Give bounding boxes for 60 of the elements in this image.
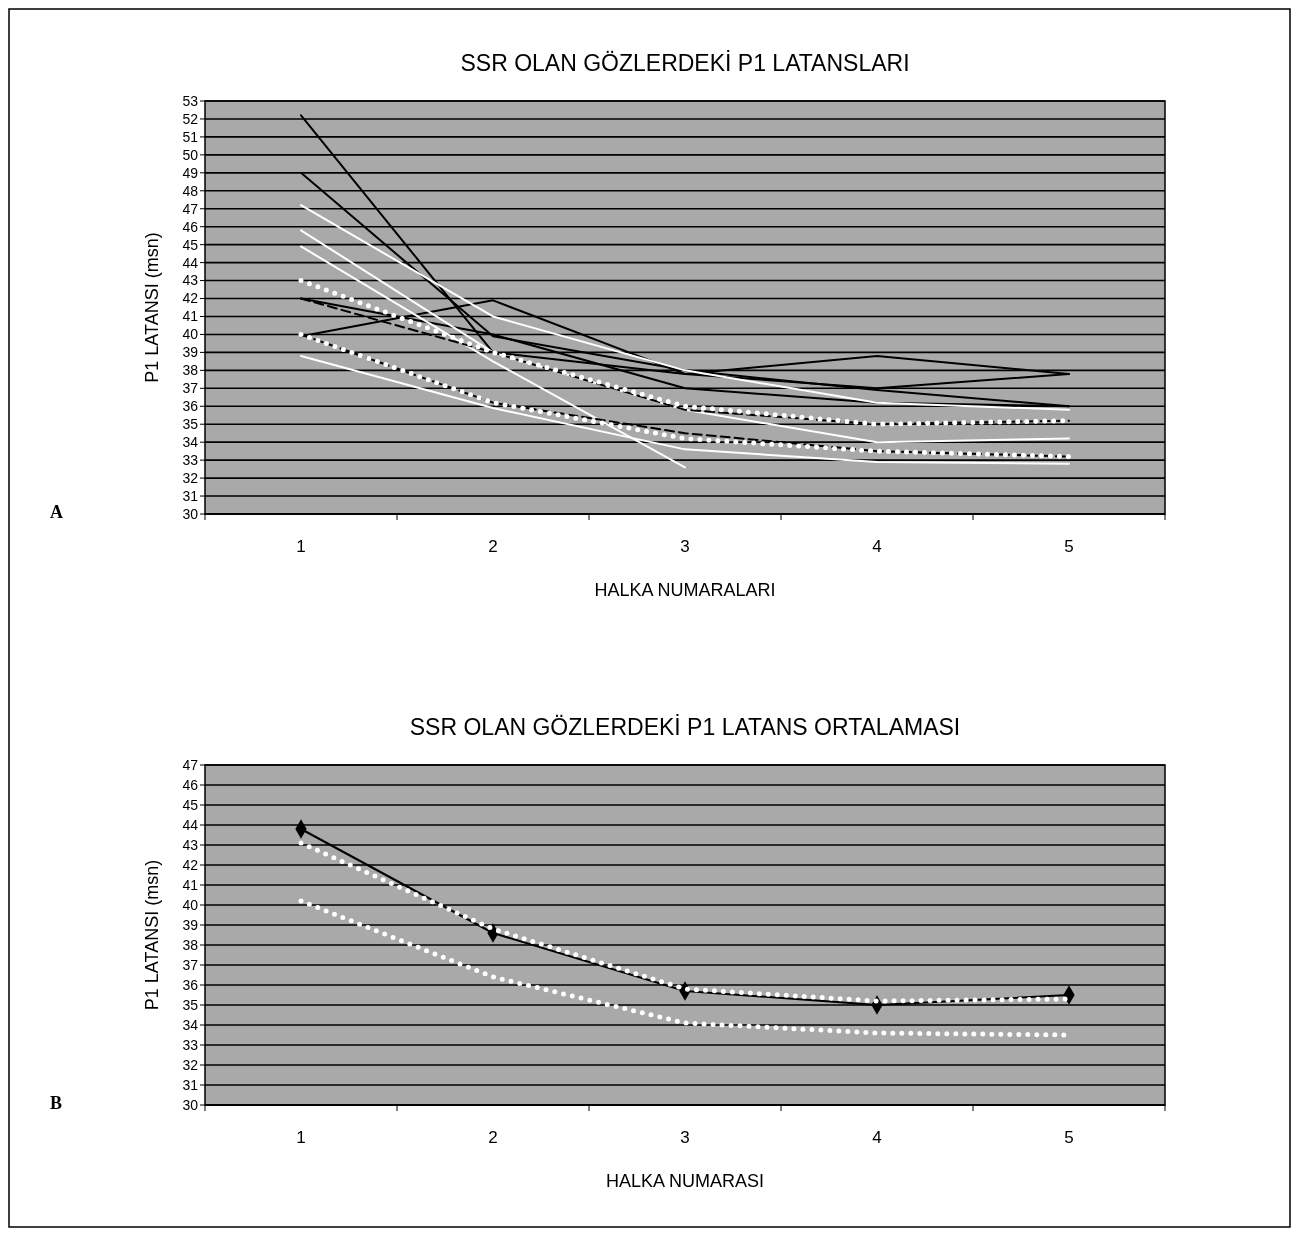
- y-tick-label: 31: [182, 487, 199, 504]
- y-tick-label: 34: [182, 1016, 199, 1033]
- y-tick-label: 43: [182, 272, 199, 289]
- y-tick-label: 34: [182, 434, 199, 451]
- y-tick-label: 45: [182, 796, 199, 813]
- x-axis-title: HALKA NUMARALARI: [594, 580, 776, 600]
- y-tick-label: 36: [182, 398, 199, 415]
- x-axis-title: HALKA NUMARASI: [605, 1171, 765, 1191]
- y-tick-label: 44: [182, 254, 199, 271]
- y-tick-label: 40: [182, 896, 199, 913]
- x-tick-label: 3: [680, 1128, 690, 1147]
- y-tick-label: 37: [182, 956, 199, 973]
- y-tick-label: 50: [182, 146, 199, 163]
- y-tick-label: 47: [182, 200, 199, 217]
- x-tick-label: 1: [296, 1128, 306, 1147]
- y-tick-label: 45: [182, 236, 199, 253]
- x-tick-label: 3: [680, 537, 690, 556]
- y-tick-label: 46: [182, 218, 199, 235]
- y-tick-label: 38: [182, 936, 199, 953]
- y-tick-label: 46: [182, 776, 199, 793]
- y-tick-label: 41: [182, 876, 199, 893]
- x-tick-label: 1: [296, 537, 306, 556]
- y-tick-label: 32: [182, 1056, 199, 1073]
- y-tick-label: 37: [182, 380, 199, 397]
- y-tick-label: 30: [182, 1096, 199, 1113]
- text: B: [50, 1093, 63, 1113]
- chart-title: SSR OLAN GÖZLERDEKİ P1 LATANSLARI: [460, 50, 910, 76]
- y-tick-label: 52: [182, 110, 199, 127]
- y-tick-label: 35: [182, 416, 199, 433]
- x-tick-label: 5: [1064, 1128, 1074, 1147]
- x-tick-label: 4: [872, 537, 882, 556]
- y-tick-label: 51: [182, 128, 199, 145]
- y-tick-label: 48: [182, 182, 199, 199]
- y-tick-label: 36: [182, 976, 199, 993]
- chart-title: SSR OLAN GÖZLERDEKİ P1 LATANS ORTALAMASI: [409, 714, 961, 740]
- y-tick-label: 44: [182, 816, 199, 833]
- y-tick-label: 35: [182, 996, 199, 1013]
- y-tick-label: 39: [182, 916, 199, 933]
- y-tick-label: 41: [182, 308, 199, 325]
- x-tick-label: 2: [488, 537, 498, 556]
- x-tick-label: 4: [872, 1128, 882, 1147]
- y-tick-label: 43: [182, 836, 199, 853]
- y-tick-label: 38: [182, 362, 199, 379]
- x-tick-label: 5: [1064, 537, 1074, 556]
- y-tick-label: 31: [182, 1076, 199, 1093]
- y-tick-label: 33: [182, 1036, 199, 1053]
- y-tick-label: 33: [182, 452, 199, 469]
- text: A: [50, 502, 63, 522]
- y-tick-label: 42: [182, 856, 199, 873]
- y-tick-label: 53: [182, 92, 199, 109]
- y-tick-label: 32: [182, 469, 199, 486]
- y-tick-label: 40: [182, 326, 199, 343]
- y-axis-title: P1 LATANSI (msn): [142, 859, 162, 1011]
- y-tick-label: 42: [182, 290, 199, 307]
- y-tick-label: 47: [182, 756, 199, 773]
- y-tick-label: 49: [182, 164, 199, 181]
- y-tick-label: 30: [182, 505, 199, 522]
- y-axis-title: P1 LATANSI (msn): [142, 232, 162, 383]
- x-tick-label: 2: [488, 1128, 498, 1147]
- y-tick-label: 39: [182, 344, 199, 361]
